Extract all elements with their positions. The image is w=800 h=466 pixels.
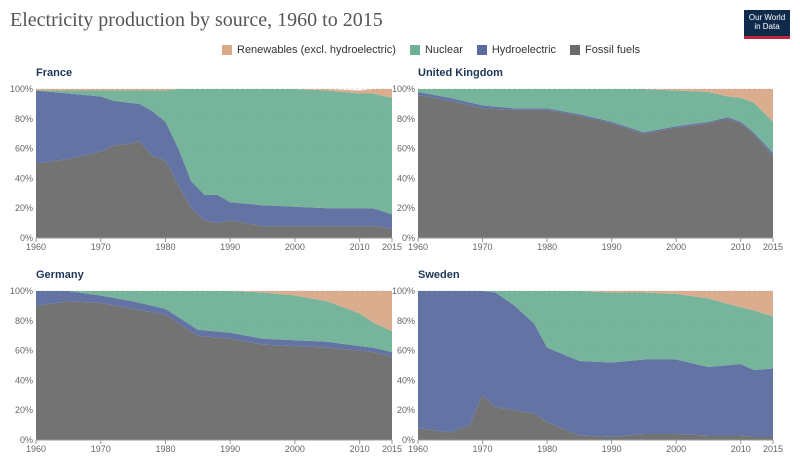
x-tick-label: 1970	[473, 444, 493, 454]
x-tick-label: 2010	[731, 444, 751, 454]
x-tick-label: 1980	[155, 444, 175, 454]
y-tick-label: 0%	[20, 435, 33, 445]
y-tick-label: 80%	[397, 114, 415, 124]
y-tick-label: 20%	[15, 203, 33, 213]
legend-label: Renewables (excl. hydroelectric)	[237, 44, 396, 56]
x-tick-label: 2015	[763, 444, 783, 454]
y-tick-label: 100%	[10, 286, 33, 296]
united-kingdom-nuclear-area	[418, 89, 773, 154]
x-tick-label: 1970	[91, 242, 111, 252]
y-tick-label: 20%	[397, 405, 415, 415]
legend-swatch-nuclear	[409, 45, 420, 55]
x-tick-label: 1970	[473, 242, 493, 252]
sweden-fossil-area	[418, 395, 773, 440]
legend-item-nuclear[interactable]: Nuclear	[409, 44, 463, 56]
y-tick-label: 60%	[397, 144, 415, 154]
x-tick-label: 2010	[350, 242, 370, 252]
y-tick-label: 0%	[20, 233, 33, 243]
panel-title-sweden: Sweden	[418, 269, 460, 281]
logo-line-1: Our World	[748, 13, 786, 22]
y-tick-label: 60%	[15, 346, 33, 356]
y-tick-label: 0%	[402, 233, 415, 243]
logo-line-2: in Data	[754, 22, 780, 31]
x-tick-label: 1980	[537, 444, 557, 454]
legend-swatch-renewables	[222, 45, 232, 55]
france-renewables-area	[36, 89, 392, 98]
panel-title-france: France	[36, 67, 73, 79]
united-kingdom-renewables-area	[418, 89, 773, 122]
x-tick-label: 2010	[731, 242, 751, 252]
united-kingdom-hydro-area	[418, 92, 773, 157]
y-tick-label: 40%	[397, 375, 415, 385]
x-tick-label: 1990	[220, 242, 240, 252]
y-tick-label: 80%	[15, 114, 33, 124]
legend-swatch-hydro	[476, 45, 487, 55]
y-tick-label: 100%	[392, 286, 415, 296]
y-tick-label: 40%	[15, 173, 33, 183]
owid-logo[interactable]: Our World in Data	[744, 10, 790, 39]
y-tick-label: 40%	[15, 375, 33, 385]
france-fossil-area	[36, 141, 392, 238]
x-tick-label: 1960	[26, 444, 46, 454]
y-tick-label: 20%	[15, 405, 33, 415]
x-tick-label: 2000	[285, 242, 305, 252]
x-tick-label: 2015	[763, 242, 783, 252]
x-tick-label: 1980	[537, 242, 557, 252]
legend-label: Fossil fuels	[585, 44, 641, 56]
chart-title: Electricity production by source, 1960 t…	[10, 9, 383, 31]
germany-renewables-area	[36, 291, 392, 332]
x-tick-label: 1990	[602, 444, 622, 454]
x-tick-label: 1970	[91, 444, 111, 454]
y-tick-label: 100%	[392, 84, 415, 94]
legend-swatch-fossil	[570, 45, 581, 55]
legend-label: Nuclear	[424, 44, 463, 56]
y-tick-label: 40%	[397, 173, 415, 183]
y-tick-label: 60%	[397, 346, 415, 356]
y-tick-label: 100%	[10, 84, 33, 94]
legend-item-fossil[interactable]: Fossil fuels	[570, 44, 640, 56]
x-tick-label: 1990	[220, 444, 240, 454]
x-tick-label: 2010	[350, 444, 370, 454]
x-tick-label: 2015	[382, 444, 402, 454]
sweden-hydro-area	[418, 291, 773, 437]
legend-item-hydro[interactable]: Hydroelectric	[476, 44, 557, 56]
x-tick-label: 2015	[382, 242, 402, 252]
x-tick-label: 1960	[26, 242, 46, 252]
x-tick-label: 1980	[155, 242, 175, 252]
x-tick-label: 1960	[408, 444, 428, 454]
x-tick-label: 2000	[666, 444, 686, 454]
x-tick-label: 2000	[285, 444, 305, 454]
germany-nuclear-area	[36, 291, 392, 353]
y-tick-label: 20%	[397, 203, 415, 213]
germany-fossil-area	[36, 301, 392, 440]
x-tick-label: 1960	[408, 242, 428, 252]
legend-item-renewables[interactable]: Renewables (excl. hydroelectric)	[222, 44, 396, 56]
y-tick-label: 0%	[402, 435, 415, 445]
germany-hydro-area	[36, 291, 392, 357]
sweden-renewables-area	[418, 291, 773, 317]
panel-title-germany: Germany	[36, 269, 84, 281]
legend-label: Hydroelectric	[491, 44, 557, 56]
france-nuclear-area	[36, 89, 392, 215]
x-tick-label: 1990	[602, 242, 622, 252]
panel-title-united-kingdom: United Kingdom	[418, 67, 503, 79]
united-kingdom-fossil-area	[418, 95, 773, 238]
y-tick-label: 80%	[397, 316, 415, 326]
y-tick-label: 60%	[15, 144, 33, 154]
y-tick-label: 80%	[15, 316, 33, 326]
sweden-nuclear-area	[418, 291, 773, 370]
legend: Renewables (excl. hydroelectric) Nuclear…	[222, 44, 640, 56]
france-hydro-area	[36, 90, 392, 230]
x-tick-label: 2000	[666, 242, 686, 252]
